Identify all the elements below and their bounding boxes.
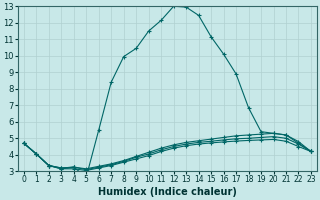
X-axis label: Humidex (Indice chaleur): Humidex (Indice chaleur) xyxy=(98,187,237,197)
